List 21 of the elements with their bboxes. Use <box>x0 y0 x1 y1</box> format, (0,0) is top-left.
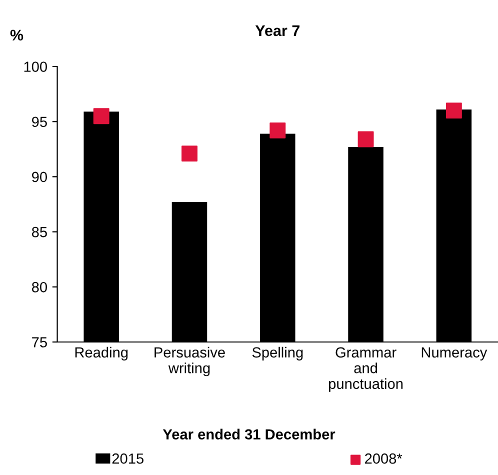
x-tick-label: Spelling <box>252 346 303 360</box>
chart-title: Year 7 <box>255 25 300 36</box>
y-tick-label: 95 <box>32 116 47 128</box>
x-tick-label: Grammar and punctuation <box>329 347 403 392</box>
legend-label: 2008* <box>365 453 402 464</box>
legend-label: 2015 <box>112 453 144 464</box>
point <box>93 108 110 124</box>
x-tick-label: Persuasive writing <box>154 346 225 376</box>
x-axis-title: Year ended 31 December <box>162 428 336 440</box>
point <box>182 146 198 162</box>
y-tick-label: 90 <box>32 172 47 182</box>
y-tick-label: 75 <box>32 337 47 348</box>
point <box>270 122 286 138</box>
y-tick-label: 85 <box>32 226 47 238</box>
y-axis-title: % <box>10 30 24 40</box>
point <box>446 102 462 119</box>
x-tick-label: Numeracy <box>422 347 488 360</box>
y-tick-label: 100 <box>24 62 47 72</box>
y-tick-label: 80 <box>32 282 47 292</box>
x-tick-label: Reading <box>75 346 128 360</box>
point <box>358 131 374 148</box>
